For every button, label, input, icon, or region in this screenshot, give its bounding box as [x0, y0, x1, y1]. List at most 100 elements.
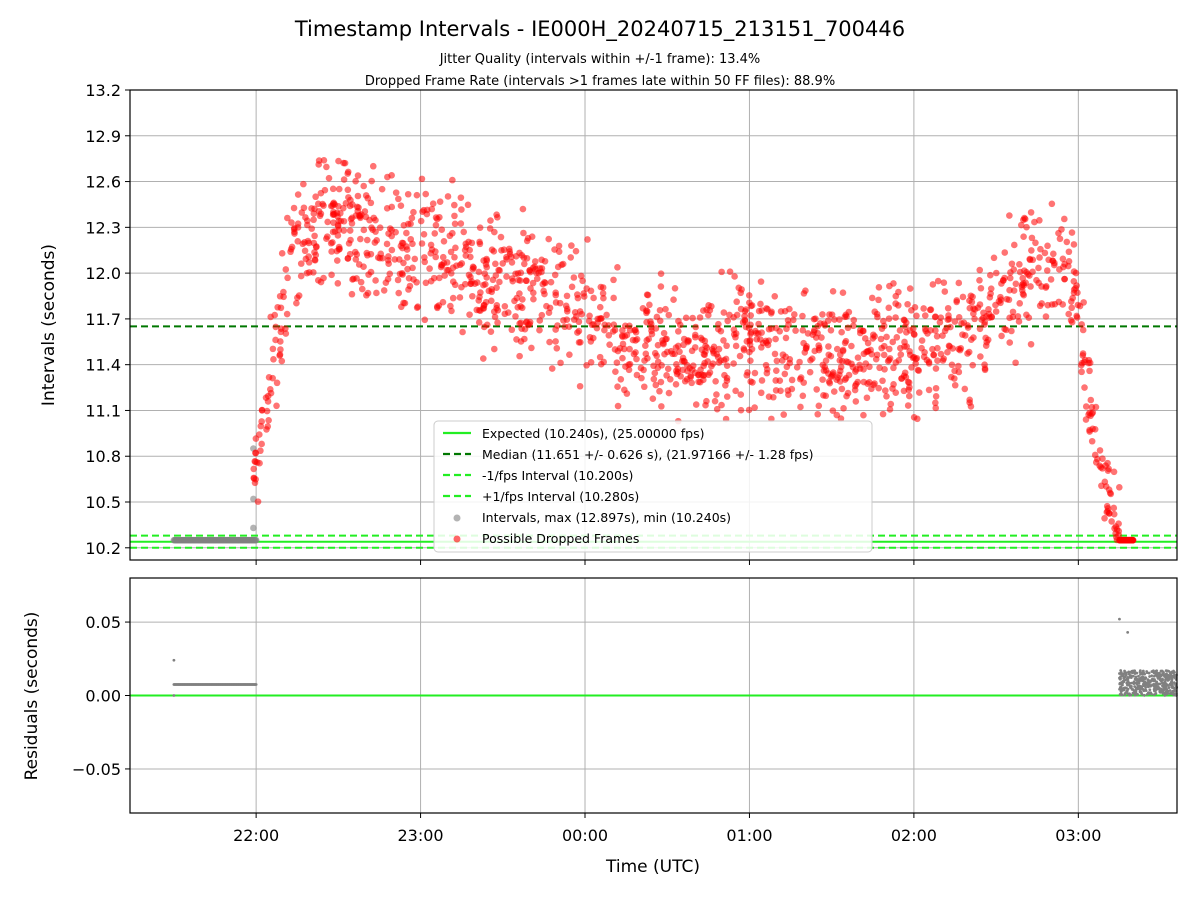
dropped-point: [597, 315, 605, 322]
dropped-point: [431, 230, 439, 237]
dropped-point: [1006, 339, 1014, 346]
dropped-point: [391, 256, 399, 263]
dropped-point: [334, 223, 342, 230]
dropped-point: [661, 350, 668, 358]
dropped-point: [717, 357, 724, 364]
dropped-point: [871, 333, 878, 340]
dropped-point: [718, 401, 725, 409]
dropped-point: [543, 302, 550, 310]
dropped-point: [1035, 264, 1042, 272]
dropped-point: [844, 324, 852, 332]
dropped-point: [328, 248, 335, 255]
residual-point: [1145, 670, 1149, 673]
dropped-point: [904, 300, 911, 308]
dropped-point: [312, 193, 319, 201]
dropped-point: [605, 322, 612, 329]
dropped-point: [354, 192, 362, 200]
residual-point: [1130, 681, 1133, 685]
dropped-point: [696, 314, 704, 321]
dropped-point: [360, 182, 368, 190]
dropped-point: [772, 387, 780, 394]
dropped-point: [273, 379, 281, 387]
dropped-point: [912, 360, 919, 367]
dropped-point: [308, 205, 315, 212]
dropped-point: [404, 190, 412, 198]
dropped-point: [388, 172, 395, 179]
dropped-point: [718, 268, 725, 276]
dropped-point: [398, 270, 406, 277]
dropped-point: [1072, 269, 1080, 277]
dropped-point: [335, 203, 342, 210]
dropped-point: [932, 313, 939, 320]
dropped-point: [762, 361, 770, 369]
dropped-point: [410, 208, 417, 216]
dropped-point: [519, 296, 526, 303]
dropped-point: [657, 270, 665, 278]
residual-point: [1125, 681, 1129, 684]
residual-point: [1163, 675, 1167, 678]
dropped-point: [1065, 248, 1073, 256]
dropped-point: [732, 342, 740, 350]
dropped-point: [987, 290, 994, 297]
dropped-point: [441, 272, 448, 279]
dropped-point: [440, 237, 448, 245]
dropped-point: [263, 407, 271, 415]
dropped-point: [696, 378, 704, 386]
dropped-point: [619, 327, 626, 334]
dropped-point: [623, 390, 631, 397]
dropped-point: [324, 218, 331, 226]
residual-point: [1138, 690, 1142, 694]
dropped-point: [304, 221, 311, 229]
dropped-point: [357, 278, 365, 286]
top-points: [170, 157, 1137, 544]
dropped-point: [639, 305, 647, 312]
dropped-point: [1110, 468, 1118, 476]
dropped-point: [617, 375, 625, 383]
dropped-point: [934, 357, 941, 364]
dropped-point: [508, 326, 516, 334]
dropped-point: [866, 379, 873, 386]
residual-point: [254, 683, 258, 686]
dropped-point: [597, 283, 605, 291]
dropped-point: [1002, 326, 1010, 334]
x-tick-label-1: 23:00: [398, 826, 444, 845]
dropped-point: [955, 368, 963, 376]
dropped-point: [673, 370, 681, 378]
dropped-point: [530, 289, 537, 297]
dropped-point: [427, 277, 435, 285]
dropped-point: [871, 308, 879, 316]
dropped-point: [518, 252, 526, 259]
dropped-point: [1028, 234, 1036, 242]
dropped-point: [538, 311, 546, 319]
dropped-point: [759, 339, 767, 347]
dropped-point: [405, 274, 413, 282]
dropped-point: [1029, 268, 1036, 276]
residual-point: [1143, 677, 1147, 681]
dropped-point: [590, 294, 597, 302]
top-y-tick-label-10: 13.2: [85, 81, 121, 100]
residual-point: [1173, 687, 1177, 691]
residual-point: [1133, 685, 1137, 688]
dropped-point: [352, 177, 359, 185]
dropped-point: [1098, 482, 1105, 490]
dropped-point: [701, 351, 708, 359]
dropped-point: [1003, 295, 1011, 303]
dropped-point: [452, 244, 459, 252]
dropped-point: [773, 367, 780, 374]
dropped-point: [883, 333, 890, 341]
dropped-point: [493, 211, 500, 218]
dropped-point: [1027, 209, 1035, 216]
dropped-point: [967, 336, 975, 344]
dropped-point: [976, 325, 984, 333]
dropped-point: [751, 404, 758, 411]
dropped-point: [323, 163, 330, 171]
dropped-point: [278, 357, 286, 365]
dropped-point: [675, 317, 682, 325]
dropped-point: [496, 278, 503, 286]
dropped-point: [305, 259, 313, 266]
dropped-point: [918, 337, 926, 344]
dropped-point: [932, 327, 939, 334]
dropped-point: [255, 431, 263, 438]
dropped-point: [552, 326, 559, 333]
